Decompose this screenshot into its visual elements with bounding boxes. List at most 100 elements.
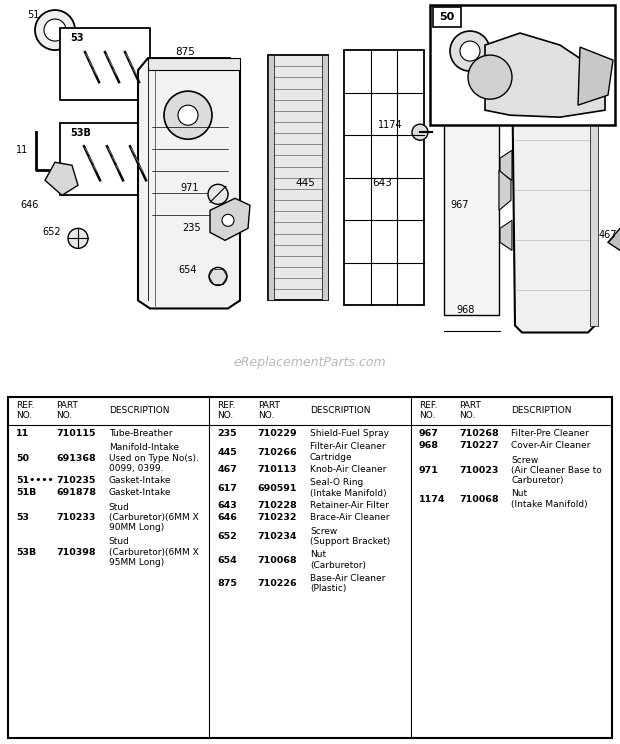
Text: Cover-Air Cleaner: Cover-Air Cleaner <box>512 441 591 450</box>
Text: Stud
(Carburetor)(6MM X
95MM Long): Stud (Carburetor)(6MM X 95MM Long) <box>108 537 198 567</box>
Text: 643: 643 <box>218 501 237 510</box>
Text: 710234: 710234 <box>258 532 297 541</box>
Bar <box>433 7 461 27</box>
Text: Base-Air Cleaner
(Plastic): Base-Air Cleaner (Plastic) <box>310 574 386 593</box>
Text: 875: 875 <box>218 579 237 588</box>
Text: 51B: 51B <box>581 25 599 34</box>
Text: Knob-Air Cleaner: Knob-Air Cleaner <box>310 465 386 474</box>
Text: 53: 53 <box>70 33 84 43</box>
Circle shape <box>222 214 234 226</box>
Text: 646: 646 <box>218 513 237 522</box>
Polygon shape <box>608 228 620 251</box>
Text: 654: 654 <box>218 556 237 565</box>
Text: 617: 617 <box>455 33 472 42</box>
Text: 968: 968 <box>457 306 475 315</box>
Text: 710398: 710398 <box>56 548 96 557</box>
Bar <box>268 55 274 301</box>
Text: 971: 971 <box>181 183 199 193</box>
Text: 50: 50 <box>440 12 454 22</box>
Polygon shape <box>512 48 598 333</box>
Text: 710023: 710023 <box>459 466 498 475</box>
Text: Gasket-Intake: Gasket-Intake <box>108 476 171 485</box>
Text: 691368: 691368 <box>56 454 96 463</box>
Text: 445: 445 <box>218 448 237 457</box>
Text: 710268: 710268 <box>459 429 498 438</box>
Text: PART
NO.: PART NO. <box>258 401 280 420</box>
Text: 11: 11 <box>16 145 28 155</box>
Text: 690591: 690591 <box>258 484 297 493</box>
Text: 971: 971 <box>418 466 438 475</box>
Text: 710233: 710233 <box>56 513 95 522</box>
Text: 53B: 53B <box>70 128 91 138</box>
Polygon shape <box>499 170 511 211</box>
Bar <box>344 50 424 306</box>
Text: 445: 445 <box>295 179 315 188</box>
Bar <box>322 55 328 301</box>
Text: 710235: 710235 <box>56 476 95 485</box>
Text: PART
NO.: PART NO. <box>459 401 481 420</box>
Text: 11: 11 <box>16 429 29 438</box>
Text: Nut
(Intake Manifold): Nut (Intake Manifold) <box>512 490 588 509</box>
Bar <box>590 60 598 326</box>
Bar <box>60 124 160 196</box>
Circle shape <box>468 55 512 99</box>
Text: Gasket-Intake: Gasket-Intake <box>108 489 171 498</box>
Text: 1174: 1174 <box>418 495 445 504</box>
Text: 467: 467 <box>599 231 618 240</box>
Text: 967: 967 <box>451 200 469 211</box>
Circle shape <box>450 31 490 71</box>
Circle shape <box>68 228 88 248</box>
Circle shape <box>460 41 480 61</box>
Text: Seal-O Ring
(Intake Manifold): Seal-O Ring (Intake Manifold) <box>310 478 387 498</box>
Text: 652: 652 <box>43 228 61 237</box>
Text: 235: 235 <box>183 223 202 234</box>
Text: 710068: 710068 <box>258 556 297 565</box>
Text: 235: 235 <box>218 429 237 438</box>
Text: Shield-Fuel Spray: Shield-Fuel Spray <box>310 429 389 438</box>
Text: 53B: 53B <box>16 548 36 557</box>
Text: 968: 968 <box>418 441 439 450</box>
Circle shape <box>412 124 428 140</box>
Circle shape <box>208 185 228 205</box>
Text: REF.
NO.: REF. NO. <box>218 401 236 420</box>
Text: 710226: 710226 <box>258 579 297 588</box>
Circle shape <box>164 92 212 139</box>
Text: Manifold-Intake
Used on Type No(s).
0099, 0399.: Manifold-Intake Used on Type No(s). 0099… <box>108 443 198 473</box>
Polygon shape <box>45 162 78 196</box>
Text: 51: 51 <box>27 10 39 20</box>
Text: 53: 53 <box>16 513 29 522</box>
Text: eReplacementParts.com: eReplacementParts.com <box>234 356 386 369</box>
Bar <box>268 55 328 301</box>
Text: 652: 652 <box>218 532 237 541</box>
Text: DESCRIPTION: DESCRIPTION <box>310 406 371 415</box>
Text: Stud
(Carburetor)(6MM X
90MM Long): Stud (Carburetor)(6MM X 90MM Long) <box>108 503 198 533</box>
Circle shape <box>178 105 198 125</box>
Text: Filter-Air Cleaner
Cartridge: Filter-Air Cleaner Cartridge <box>310 443 386 462</box>
Text: 654: 654 <box>179 266 197 275</box>
Text: 710115: 710115 <box>56 429 96 438</box>
Bar <box>444 90 499 315</box>
Text: REF.
NO.: REF. NO. <box>16 401 35 420</box>
Text: Screw
(Air Cleaner Base to
Carburetor): Screw (Air Cleaner Base to Carburetor) <box>512 455 602 486</box>
Polygon shape <box>210 199 250 240</box>
Text: 691878: 691878 <box>56 489 96 498</box>
Polygon shape <box>578 47 613 105</box>
Text: REF.
NO.: REF. NO. <box>418 401 437 420</box>
Bar <box>430 5 615 125</box>
Text: 467: 467 <box>218 465 237 474</box>
Text: 51B: 51B <box>16 489 37 498</box>
Polygon shape <box>500 220 512 251</box>
Polygon shape <box>138 58 240 309</box>
Text: PART
NO.: PART NO. <box>56 401 78 420</box>
Text: DESCRIPTION: DESCRIPTION <box>512 406 572 415</box>
Text: 875: 875 <box>175 47 195 57</box>
Text: Brace-Air Cleaner: Brace-Air Cleaner <box>310 513 389 522</box>
Text: DESCRIPTION: DESCRIPTION <box>108 406 169 415</box>
Text: 710068: 710068 <box>459 495 498 504</box>
Text: 710229: 710229 <box>258 429 297 438</box>
Circle shape <box>44 19 66 41</box>
Polygon shape <box>500 150 512 180</box>
Text: 710228: 710228 <box>258 501 298 510</box>
Text: 710266: 710266 <box>258 448 297 457</box>
Bar <box>148 58 240 70</box>
